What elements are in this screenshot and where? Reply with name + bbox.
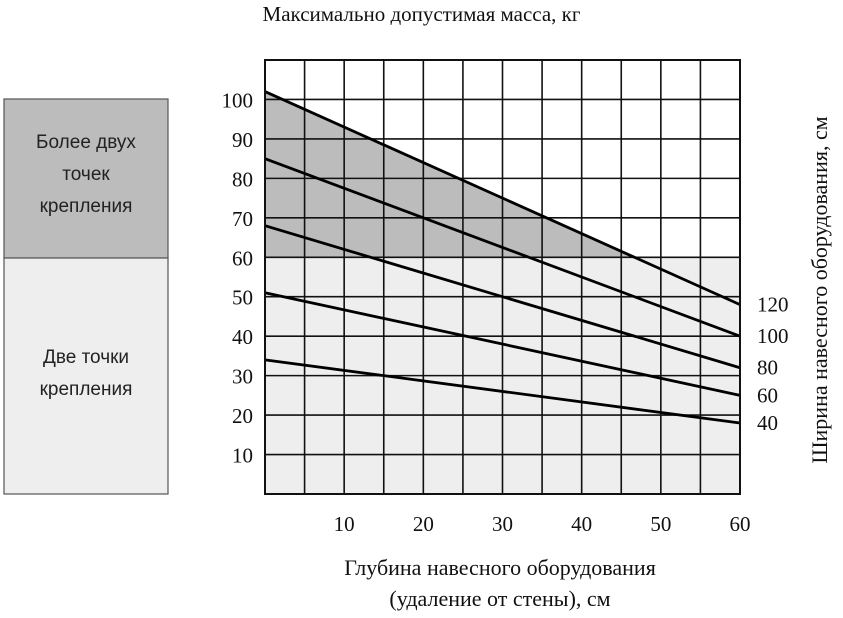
region-upper-label: Более двух точек крепления <box>4 127 168 223</box>
y-tick-label: 80 <box>232 167 253 191</box>
series-label-60: 60 <box>757 383 778 407</box>
x-tick-label: 40 <box>571 512 592 536</box>
x-tick-label: 60 <box>730 512 751 536</box>
y-tick-label: 40 <box>232 325 253 349</box>
region-label-line: крепления <box>39 196 133 217</box>
region-upper-fill <box>265 91 635 258</box>
series-line-120 <box>264 90 741 306</box>
series-label-100: 100 <box>757 324 789 348</box>
region-label-line: Две точки <box>42 347 130 368</box>
x-tick-label: 30 <box>492 512 513 536</box>
y-tick-label: 90 <box>232 128 253 152</box>
y-tick-label: 10 <box>232 444 253 468</box>
y-tick-label: 20 <box>232 404 253 428</box>
y-tick-label: 70 <box>232 207 253 231</box>
series-line-40 <box>264 358 741 425</box>
series-line-80 <box>264 224 741 370</box>
series-label-120: 120 <box>757 293 789 317</box>
series-label-40: 40 <box>757 411 778 435</box>
y-tick-label: 30 <box>232 365 253 389</box>
region-lower-box <box>3 257 169 495</box>
legend-boxes <box>3 98 169 495</box>
series-label-80: 80 <box>757 356 778 380</box>
region-lower-label: Две точки крепления <box>4 342 168 406</box>
y-tick-label: 50 <box>232 286 253 310</box>
x-tick-label: 50 <box>650 512 671 536</box>
y-tick-label: 100 <box>222 88 254 112</box>
x-tick-label: 20 <box>413 512 434 536</box>
chart-title: Максимально допустимая масса, кг <box>262 2 581 26</box>
ticks-layer: 10 20 30 40 50 60 70 80 90 100 10 20 30 40 50 60 120 100 8… <box>222 88 789 536</box>
x-axis-label-line-1: Глубина навесного оборудования <box>344 555 656 580</box>
y-axis-right-label: Ширина навесного оборудования, см <box>807 116 832 464</box>
frame-layer <box>264 59 741 495</box>
series-line-100 <box>264 157 741 338</box>
x-tick-label: 10 <box>334 512 355 536</box>
region-label-line: точек <box>62 164 110 185</box>
x-axis-label-line-2: (удаление от стены), см <box>389 586 611 611</box>
series-line-60 <box>264 291 741 397</box>
y-tick-label: 60 <box>232 246 253 270</box>
region-label-line: крепления <box>39 379 133 400</box>
x-axis-label: Глубина навесного оборудования (удаление… <box>240 552 760 614</box>
region-label-line: Более двух <box>36 132 136 153</box>
plot-frame <box>264 59 741 495</box>
lines-layer <box>264 90 741 425</box>
region-upper-box <box>3 98 169 259</box>
